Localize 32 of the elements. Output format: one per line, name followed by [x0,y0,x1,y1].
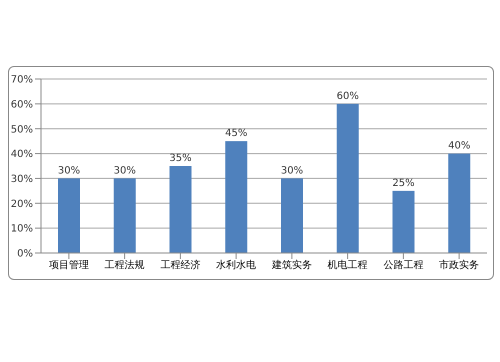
data-label: 45% [225,128,248,140]
y-tick-label: 0% [17,248,33,260]
bar [225,141,248,253]
x-tick-label: 项目管理 [48,260,89,272]
data-label: 25% [392,178,415,189]
bar [392,190,414,253]
x-tick-label: 建筑实务 [270,259,312,272]
bar [281,178,303,253]
y-tick-label: 50% [10,124,33,136]
bar [336,104,359,253]
data-label: 60% [336,90,359,102]
data-label: 30% [280,165,304,176]
x-tick-label: 公路工程 [383,259,424,272]
data-label: 35% [169,153,192,164]
data-label: 30% [114,165,136,176]
y-tick-label: 10% [10,224,33,235]
x-tick-label: 市政实务 [439,259,480,272]
y-tick-label: 30% [10,174,33,185]
bar [170,166,192,253]
x-tick-label: 水利水电 [216,259,256,272]
bar [114,178,136,253]
x-tick-label: 工程法规 [104,259,145,272]
y-tick-label: 60% [10,99,33,110]
y-tick-label: 40% [10,149,33,160]
y-tick-label: 20% [10,198,33,210]
bar [58,178,80,253]
data-label: 40% [448,140,470,152]
x-tick-label: 机电工程 [328,259,368,272]
data-label: 30% [58,165,80,176]
y-tick-label: 70% [10,74,33,86]
x-tick-label: 工程经济 [160,259,200,272]
bar [448,154,470,253]
